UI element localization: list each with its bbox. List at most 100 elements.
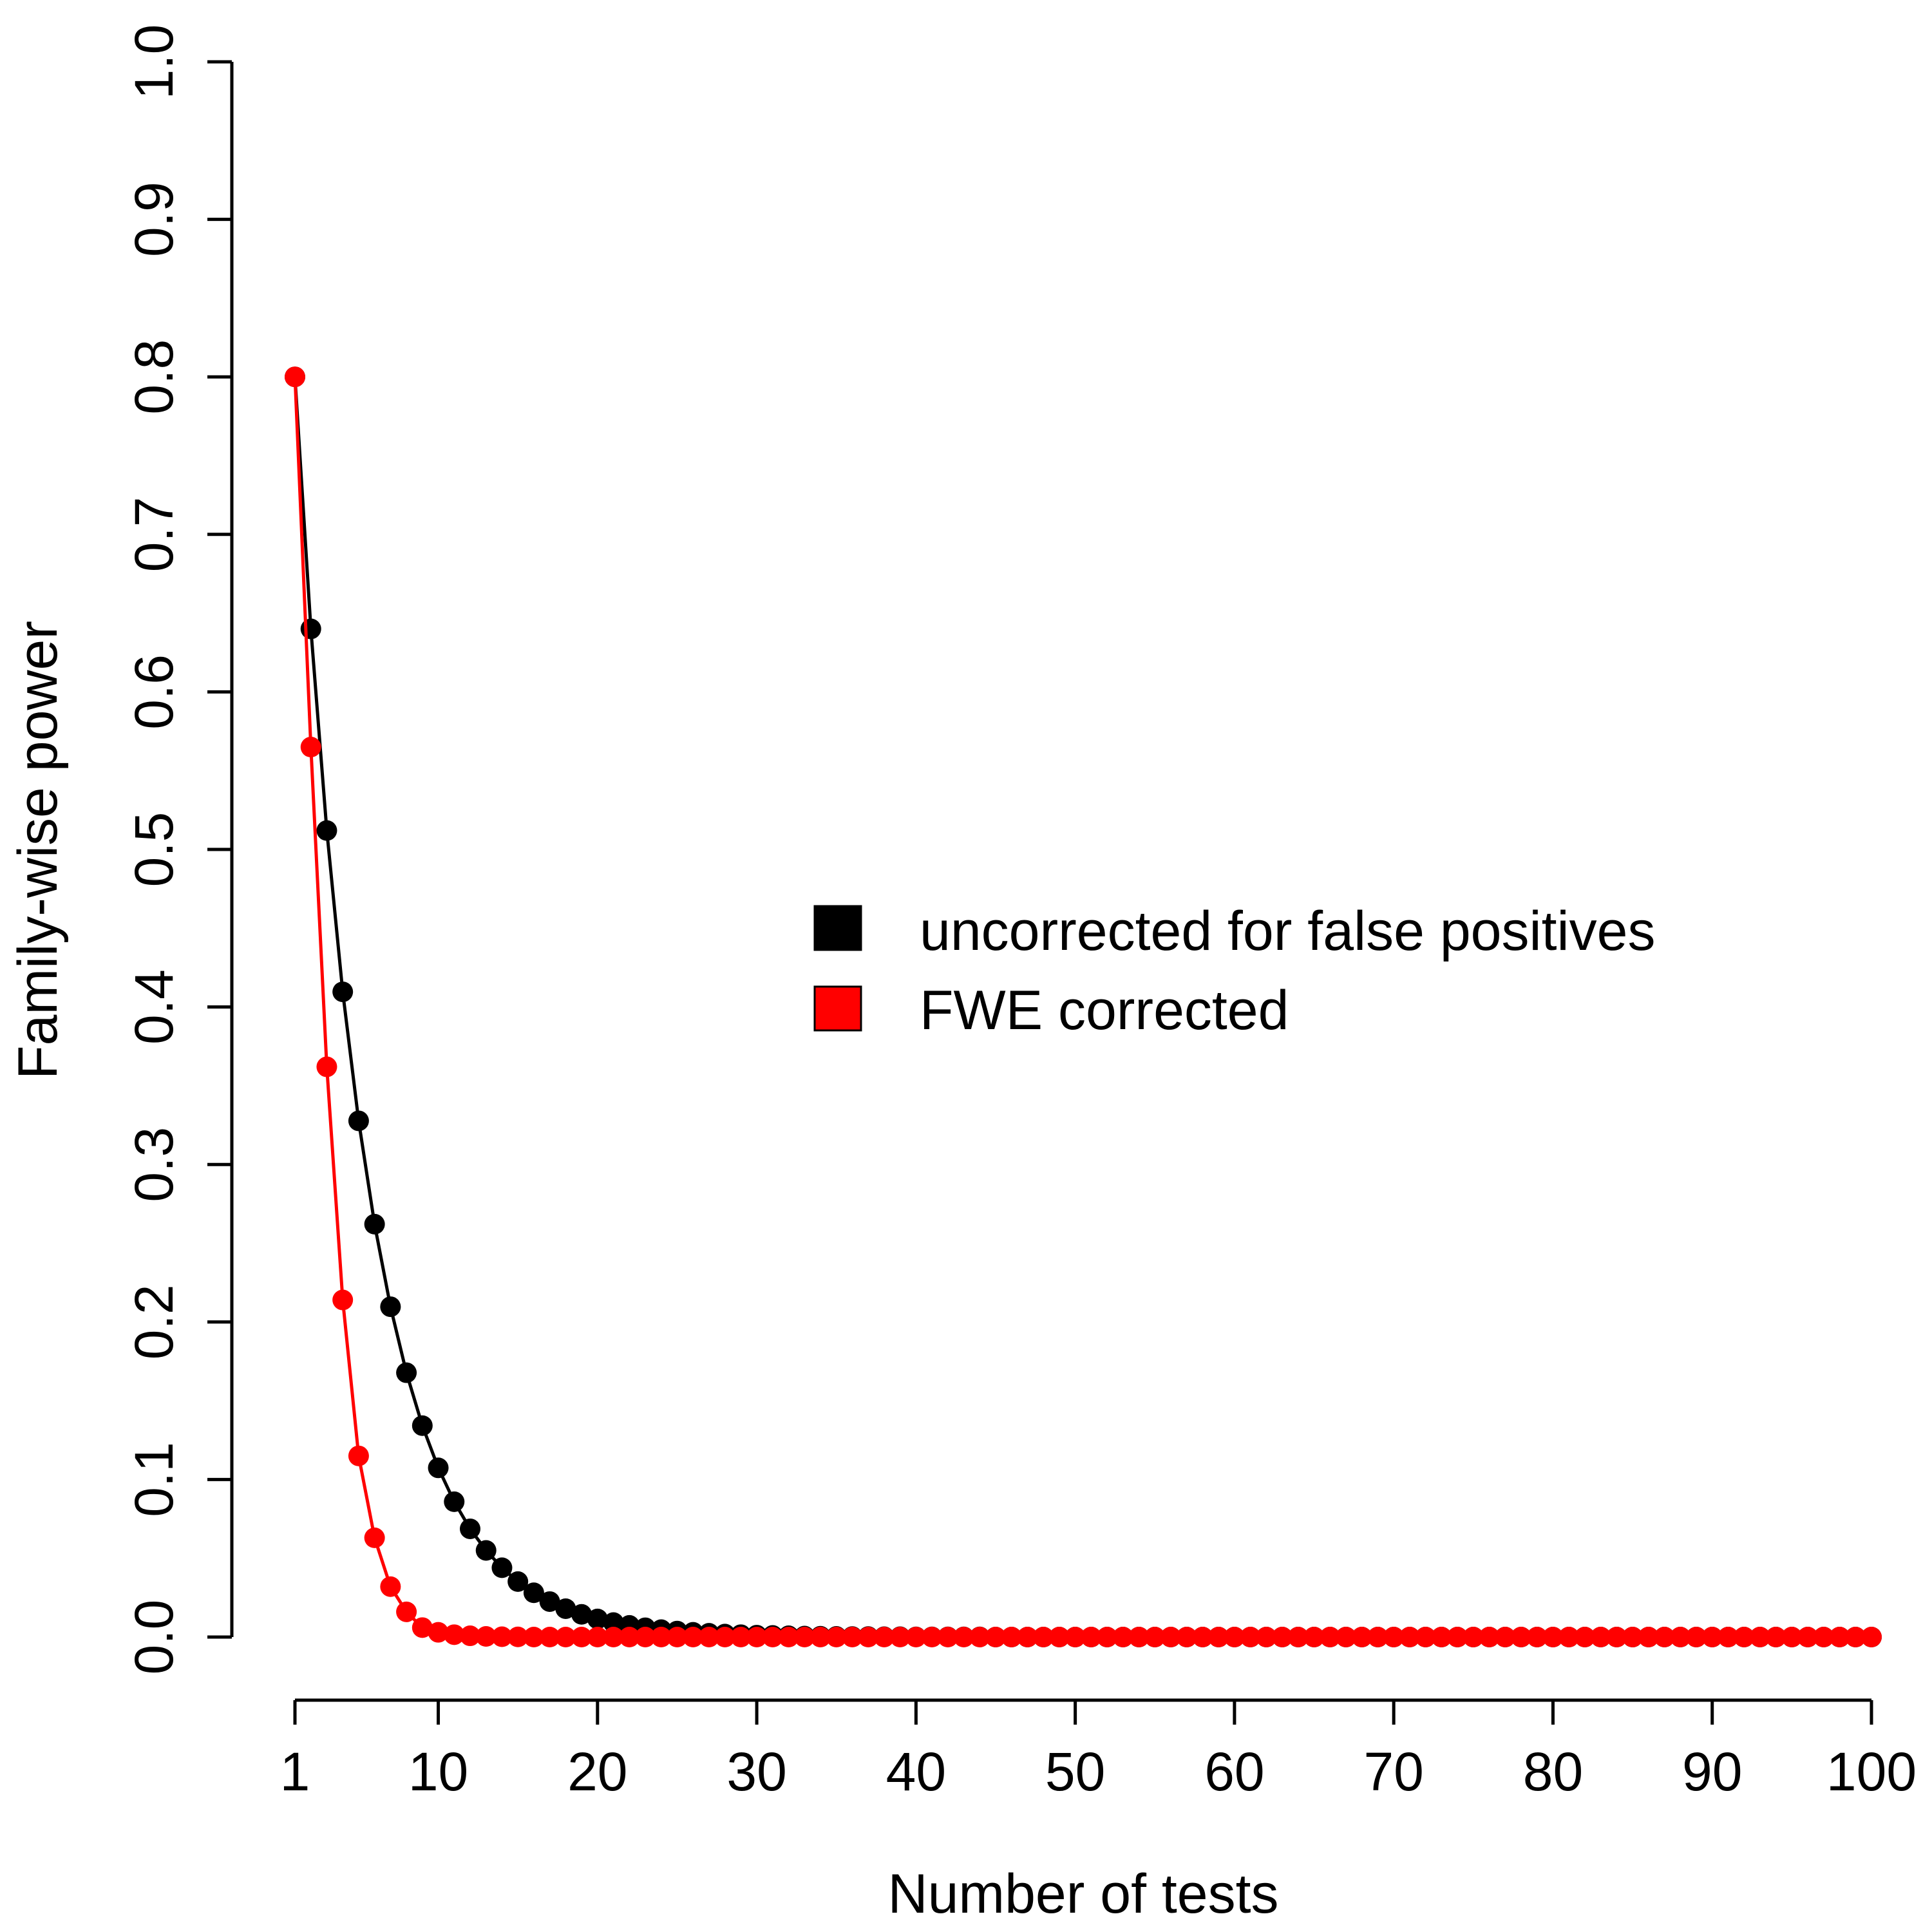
data-point <box>969 1627 990 1647</box>
data-point <box>985 1627 1006 1647</box>
data-point <box>364 1213 385 1235</box>
data-point <box>364 1527 385 1548</box>
data-point <box>635 1627 656 1647</box>
data-point <box>953 1627 974 1647</box>
data-point <box>1638 1627 1659 1647</box>
data-point <box>1272 1627 1293 1647</box>
y-tick-label: 0.2 <box>124 1284 184 1359</box>
data-point <box>587 1627 608 1647</box>
data-point <box>650 1627 672 1647</box>
data-point <box>396 1362 417 1383</box>
data-point <box>1558 1627 1580 1647</box>
data-point <box>1336 1627 1356 1647</box>
data-point <box>1861 1627 1882 1647</box>
data-point <box>475 1540 497 1561</box>
data-point <box>1431 1627 1452 1647</box>
data-point <box>1718 1627 1739 1647</box>
y-tick-label: 1.0 <box>124 24 184 100</box>
data-point <box>1590 1627 1611 1647</box>
y-axis-title: Family-wise power <box>7 621 69 1079</box>
data-point <box>571 1627 592 1647</box>
data-point <box>1351 1627 1372 1647</box>
data-point <box>1033 1627 1054 1647</box>
data-point <box>1097 1627 1118 1647</box>
data-point <box>300 618 321 639</box>
series-layer <box>285 366 1882 1647</box>
data-point <box>1765 1627 1786 1647</box>
data-point <box>1208 1627 1229 1647</box>
data-point <box>1813 1627 1834 1647</box>
data-point <box>555 1598 576 1619</box>
legend-label-uncorrected: uncorrected for false positives <box>920 900 1655 962</box>
data-point <box>348 1445 369 1466</box>
data-point <box>698 1627 719 1647</box>
data-point <box>1065 1627 1086 1647</box>
y-tick-label: 0.3 <box>124 1127 184 1202</box>
data-point <box>794 1627 815 1647</box>
data-point <box>1574 1627 1595 1647</box>
data-point <box>539 1591 560 1612</box>
data-point <box>428 1457 449 1479</box>
y-tick-label: 0.4 <box>124 969 184 1045</box>
data-point <box>285 366 305 388</box>
data-point <box>523 1627 544 1647</box>
data-point <box>460 1518 480 1539</box>
data-point <box>1797 1627 1819 1647</box>
data-point <box>1606 1627 1627 1647</box>
data-point <box>571 1604 592 1625</box>
axes: 0.0 0.1 0.2 0.3 0.4 0.5 0.6 0.7 0.8 0.9 1.0 1 10 20 3… <box>124 24 1917 1802</box>
data-point <box>1845 1627 1866 1647</box>
data-point <box>1367 1627 1388 1647</box>
data-point <box>507 1571 529 1592</box>
data-point <box>316 820 337 841</box>
x-tick-label: 50 <box>1045 1741 1105 1802</box>
y-tick-label: 0.7 <box>124 497 184 572</box>
data-point <box>1781 1627 1803 1647</box>
legend-swatch-uncorrected <box>813 905 862 951</box>
data-point <box>826 1627 847 1647</box>
data-point <box>858 1627 879 1647</box>
x-tick-label: 80 <box>1523 1741 1583 1802</box>
data-point <box>905 1627 927 1647</box>
data-point <box>922 1627 943 1647</box>
series-1 <box>285 366 1882 1647</box>
data-point <box>1048 1627 1070 1647</box>
x-tick-label: 60 <box>1204 1741 1264 1802</box>
data-point <box>1654 1627 1675 1647</box>
y-tick-label: 0.0 <box>124 1600 184 1675</box>
data-point <box>603 1627 624 1647</box>
data-point <box>444 1624 465 1645</box>
data-point <box>1511 1627 1531 1647</box>
data-point <box>555 1627 576 1647</box>
data-point <box>1303 1627 1325 1647</box>
data-point <box>316 1056 337 1077</box>
data-point <box>1224 1627 1245 1647</box>
y-tick-label: 0.6 <box>124 654 184 730</box>
data-point <box>810 1627 831 1647</box>
data-point <box>491 1557 513 1578</box>
data-point <box>1144 1627 1166 1647</box>
data-point <box>683 1627 704 1647</box>
data-point <box>380 1576 401 1597</box>
data-point <box>842 1627 863 1647</box>
y-tick-label: 0.8 <box>124 339 184 415</box>
y-tick-label: 0.1 <box>124 1442 184 1517</box>
data-point <box>475 1626 497 1647</box>
y-tick-label: 0.5 <box>124 812 184 887</box>
data-point <box>619 1627 640 1647</box>
data-point <box>428 1622 449 1643</box>
data-point <box>1320 1627 1341 1647</box>
legend: uncorrected for false positives FWE corr… <box>813 900 1655 1041</box>
x-tick-label: 90 <box>1682 1741 1742 1802</box>
data-point <box>1479 1627 1500 1647</box>
data-point <box>491 1626 513 1647</box>
x-tick-label: 30 <box>726 1741 786 1802</box>
data-point <box>1829 1627 1850 1647</box>
data-point <box>1399 1627 1420 1647</box>
data-point <box>778 1627 799 1647</box>
data-point <box>348 1110 369 1132</box>
data-point <box>1240 1627 1261 1647</box>
data-point <box>1128 1627 1150 1647</box>
data-point <box>380 1296 401 1318</box>
